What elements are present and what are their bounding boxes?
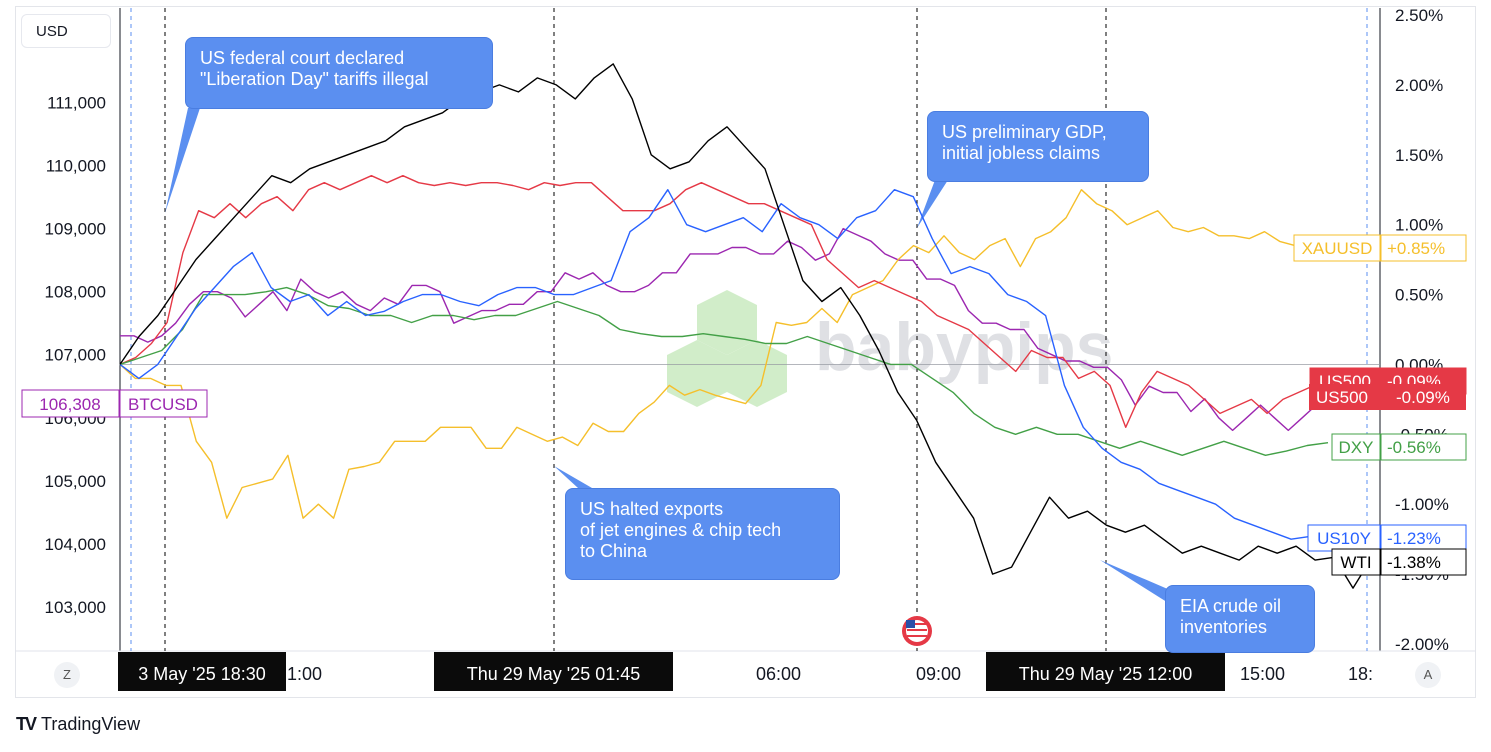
- series-value-label: -0.56%: [1387, 438, 1441, 457]
- annotation-tariffs-ruling: US federal court declared "Liberation Da…: [185, 37, 493, 109]
- series-name-label: DXY: [1339, 438, 1374, 457]
- left-axis-tick-label: 105,000: [45, 472, 106, 491]
- series-line-wti[interactable]: [119, 63, 1373, 589]
- watermark-text: babypips: [815, 309, 1114, 385]
- time-highlight-box: [986, 652, 1225, 691]
- btc-name-label: BTCUSD: [128, 395, 198, 414]
- right-axis-tick-label: 1.50%: [1395, 146, 1443, 165]
- tradingview-logo-icon: TV: [16, 714, 37, 734]
- series-value-label: +0.85%: [1387, 239, 1445, 258]
- currency-unit-badge[interactable]: USD: [21, 14, 111, 48]
- time-axis-label: 09:00: [916, 664, 961, 684]
- us500-price-bar-value: -0.09%: [1396, 388, 1450, 407]
- annotation-eia-inventories: EIA crude oil inventories: [1165, 585, 1315, 653]
- left-axis-tick-label: 108,000: [45, 283, 106, 302]
- series-tag-wti[interactable]: WTI -1.38%: [1331, 548, 1467, 576]
- time-tick-text: 1:00: [287, 664, 322, 684]
- time-tick-text: 15:00: [1240, 664, 1285, 684]
- time-tick-text: 06:00: [756, 664, 801, 684]
- time-axis-label: 06:00: [756, 664, 801, 684]
- time-axis-label: Thu 29 May '25 01:45: [434, 652, 673, 691]
- annotation-export-halt: US halted exports of jet engines & chip …: [565, 488, 840, 580]
- series-line-us10y[interactable]: [119, 189, 1311, 540]
- us500-price-bar-label: US500: [1316, 388, 1368, 407]
- right-axis-tick-label: 0.50%: [1395, 286, 1443, 305]
- us-flag-icon[interactable]: [902, 616, 932, 646]
- left-axis-tick-label: 107,000: [45, 346, 106, 365]
- series-line-dxy[interactable]: [119, 286, 1329, 456]
- series-value-label: -1.38%: [1387, 553, 1441, 572]
- us500-price-bar: [1309, 384, 1466, 410]
- annotation-gdp-jobless: US preliminary GDP, initial jobless clai…: [927, 111, 1149, 182]
- series-name-tag: [1293, 234, 1381, 262]
- annotation-pointer-1: [554, 466, 592, 488]
- auto-scale-button-left[interactable]: Z: [54, 662, 80, 688]
- babypips-watermark: babypips: [667, 290, 1114, 407]
- time-axis-label: 15:00: [1240, 664, 1285, 684]
- time-highlight-text: Thu 29 May '25 12:00: [1019, 664, 1193, 684]
- annotation-pointer-0: [165, 108, 200, 213]
- left-axis-tick-label: 111,000: [47, 94, 106, 113]
- time-tick-text: 18:: [1348, 664, 1373, 684]
- series-value-tag: [1380, 524, 1467, 552]
- time-highlight-text: Thu 29 May '25 01:45: [467, 664, 641, 684]
- series-tag-us10y[interactable]: US10Y -1.23%: [1307, 524, 1467, 552]
- time-highlight-box: [118, 652, 286, 691]
- btc-price-tag: [21, 389, 120, 418]
- flag-canton: [906, 620, 915, 628]
- btc-price-label: 106,308: [39, 395, 100, 414]
- series-line-xauusd[interactable]: [119, 189, 1296, 519]
- left-axis-tick-label: 104,000: [45, 535, 106, 554]
- time-axis-label: 18:: [1348, 664, 1373, 684]
- right-axis-tick-label: 2.50%: [1395, 6, 1443, 25]
- time-highlight-box: [434, 652, 673, 691]
- brand-name: TradingView: [41, 714, 141, 734]
- series-name-tag: [1331, 548, 1381, 576]
- right-axis-tick-label: 2.00%: [1395, 76, 1443, 95]
- time-axis-label: Thu 29 May '25 12:00: [986, 652, 1225, 691]
- series-name-label: US10Y: [1317, 529, 1371, 548]
- time-axis-label: 3 May '25 18:30: [118, 652, 286, 691]
- series-value-tag: [1380, 548, 1467, 576]
- series-line-us500[interactable]: [119, 175, 1331, 428]
- right-axis-tick-label: -1.00%: [1395, 495, 1449, 514]
- left-axis-tick-label: 110,000: [46, 157, 106, 176]
- series-name-tag: [1331, 433, 1381, 461]
- right-axis-tick-label: 1.00%: [1395, 216, 1443, 235]
- time-axis-label: 1:00: [287, 664, 322, 684]
- annotation-pointer-2: [917, 180, 948, 228]
- series-name-label: XAUUSD: [1302, 239, 1373, 258]
- auto-scale-button-right[interactable]: A: [1415, 662, 1441, 688]
- left-axis-tick-label: 109,000: [45, 220, 106, 239]
- series-name-label: WTI: [1340, 553, 1371, 572]
- annotation-pointer-3: [1100, 560, 1170, 604]
- series-line-btcusd[interactable]: [120, 227, 1331, 432]
- series-name-tag: [1307, 524, 1381, 552]
- left-axis-tick-label: 103,000: [45, 598, 106, 617]
- time-highlight-text: 3 May '25 18:30: [138, 664, 266, 684]
- btc-name-tag: [119, 389, 208, 418]
- tradingview-brand[interactable]: TV TradingView: [16, 714, 140, 735]
- series-value-tag: [1380, 234, 1467, 262]
- time-tick-text: 09:00: [916, 664, 961, 684]
- right-axis-tick-label: -2.00%: [1395, 635, 1449, 654]
- series-value-tag: [1380, 433, 1467, 461]
- series-tag-dxy[interactable]: DXY -0.56%: [1331, 433, 1467, 461]
- series-value-label: -1.23%: [1387, 529, 1441, 548]
- chart-frame: [15, 6, 1476, 698]
- series-tag-xauusd[interactable]: XAUUSD +0.85%: [1293, 234, 1467, 262]
